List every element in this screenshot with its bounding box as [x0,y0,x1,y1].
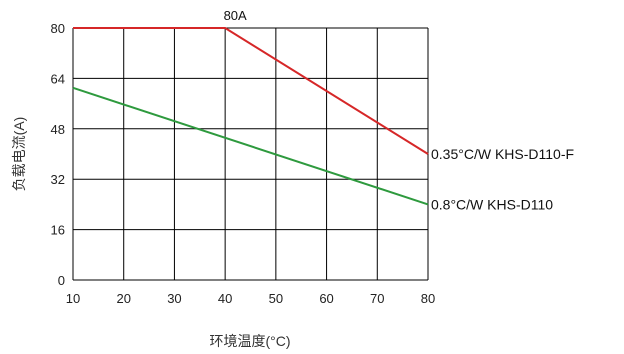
grid [72,27,429,281]
y-tick-label: 64 [51,71,65,86]
y-axis-ticks: 0 16 32 48 64 80 [51,21,65,288]
x-axis-label: 环境温度(°C) [209,333,290,349]
series-group [72,27,429,206]
y-tick-label: 32 [51,172,65,187]
y-axis-label: 负载电流(A) [11,117,27,192]
y-tick-label: 16 [51,223,65,238]
x-tick-label: 80 [421,291,435,306]
x-axis-ticks: 10 20 30 40 50 60 70 80 [66,291,435,306]
x-tick-label: 20 [116,291,130,306]
annotations: 80A [224,8,247,23]
y-tick-label: 80 [51,21,65,36]
x-tick-label: 10 [66,291,80,306]
series-labels: 0.35°C/W KHS-D110-F 0.8°C/W KHS-D110 [431,146,574,212]
series-line-2 [72,86,429,206]
x-tick-label: 40 [218,291,232,306]
x-tick-label: 70 [370,291,384,306]
x-tick-label: 60 [319,291,333,306]
annotation-1: 80A [224,8,247,23]
y-tick-label: 48 [51,122,65,137]
x-tick-label: 30 [167,291,181,306]
series-label-1: 0.35°C/W KHS-D110-F [431,146,574,162]
x-tick-label: 50 [269,291,283,306]
series-label-2: 0.8°C/W KHS-D110 [431,196,553,212]
series-line-1 [73,27,429,155]
y-tick-label: 0 [58,273,65,288]
